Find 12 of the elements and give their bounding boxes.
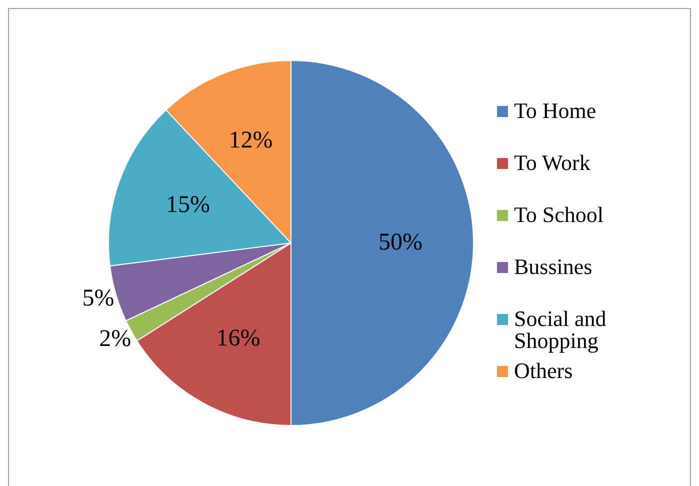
data-label: 50% [378, 229, 422, 256]
legend-label: Bussines [514, 254, 592, 279]
legend-label: Others [514, 358, 573, 383]
legend-label: To Home [514, 98, 596, 123]
legend-label: To Work [514, 150, 590, 175]
data-label: 12% [228, 127, 273, 154]
data-label: 5% [82, 285, 114, 312]
legend-label: Social and Shopping [514, 306, 608, 353]
data-label: 15% [166, 192, 210, 218]
data-label: 16% [216, 325, 260, 352]
data-label: 2% [99, 326, 132, 352]
legend-label: To School [514, 202, 604, 227]
